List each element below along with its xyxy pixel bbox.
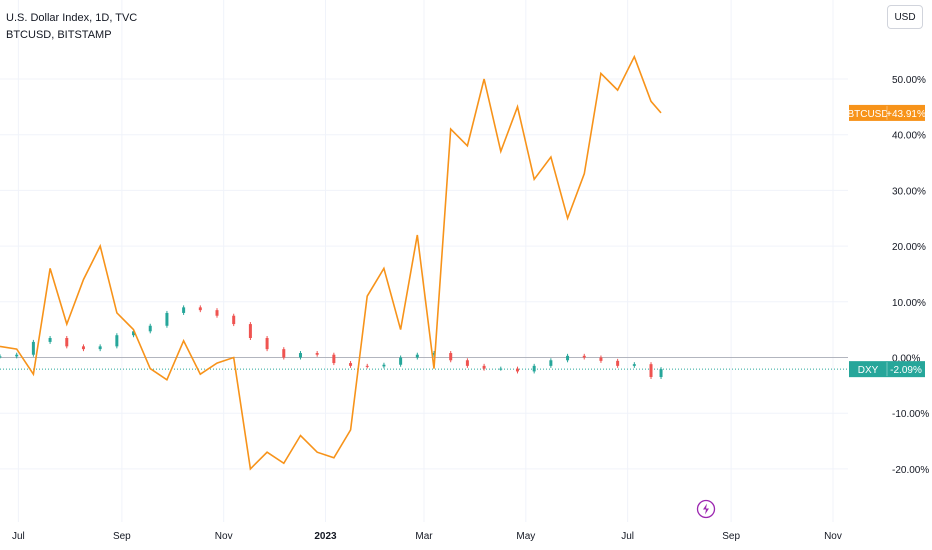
dxy-candle-body — [465, 360, 469, 366]
y-tick-label: -10.00% — [892, 409, 929, 420]
badge-value-bg — [887, 104, 925, 121]
dxy-candle-body — [165, 312, 169, 326]
dxy-candle-body — [148, 325, 152, 332]
dxy-candle-body — [399, 357, 403, 365]
x-tick-label: Jul — [621, 531, 634, 542]
dxy-candle-body — [482, 365, 486, 369]
badge-symbol: BTCUSD — [847, 109, 888, 120]
dxy-candle-body — [515, 368, 519, 372]
legend-compare-symbol[interactable]: BTCUSD, BITSTAMP — [6, 29, 112, 41]
y-tick-label: 0.00% — [892, 354, 920, 365]
badge-symbol: DXY — [858, 365, 879, 376]
x-tick-label: Nov — [824, 531, 842, 542]
dxy-candle-body — [432, 353, 436, 355]
y-tick-label: 50.00% — [892, 75, 926, 86]
dxy-candle-body — [0, 356, 2, 358]
dxy-candle-body — [549, 360, 553, 366]
dxy-candle-body — [349, 363, 353, 366]
x-tick-label: Nov — [215, 531, 233, 542]
dxy-candle-body — [332, 354, 336, 364]
dxy-candle-body — [98, 346, 102, 350]
x-tick-label: Mar — [415, 531, 433, 542]
legend-main-symbol[interactable]: U.S. Dollar Index, 1D, TVC — [6, 12, 138, 24]
dxy-candle-body — [582, 355, 586, 358]
x-tick-label: May — [516, 531, 535, 542]
y-tick-label: -20.00% — [892, 465, 929, 476]
dxy-candle-body — [265, 338, 269, 350]
chart-legend: U.S. Dollar Index, 1D, TVC BTCUSD, BITST… — [6, 10, 137, 44]
dxy-candle-body — [599, 357, 603, 361]
dxy-candle-body — [532, 365, 536, 372]
currency-button[interactable]: USD — [887, 5, 923, 29]
dxy-candle-body — [659, 369, 663, 377]
dxy-candle-body — [566, 355, 570, 361]
badge-value: -2.09% — [890, 365, 922, 376]
badge-value-bg — [887, 361, 925, 378]
dxy-candle-body — [65, 338, 69, 347]
dxy-candle-body — [15, 354, 19, 357]
badge-symbol-bg — [849, 361, 887, 378]
dxy-candle-body — [499, 368, 503, 370]
dxy-candle-body — [449, 353, 453, 361]
x-tick-label: Sep — [722, 531, 740, 542]
x-tick-label: 2023 — [314, 531, 337, 542]
dxy-candle-body — [298, 353, 302, 358]
x-axis: Jul Sep Nov 2023 Mar May Jul Sep Nov — [12, 531, 842, 542]
grid-lines — [0, 0, 848, 522]
dxy-candle-body — [382, 364, 386, 367]
dxy-candle-body — [232, 315, 236, 325]
x-tick-label: Sep — [113, 531, 131, 542]
y-tick-label: 10.00% — [892, 298, 926, 309]
dxy-candle-body — [31, 341, 35, 355]
y-tick-label: 40.00% — [892, 131, 926, 142]
dxy-series — [0, 305, 663, 379]
dxy-candle-body — [198, 307, 202, 311]
dxy-candle-body — [616, 360, 620, 366]
dxy-candle-body — [282, 349, 286, 358]
badge-symbol-bg — [849, 104, 887, 121]
y-tick-label: 30.00% — [892, 186, 926, 197]
btc-series-line — [0, 54, 662, 471]
badge-value: +43.91% — [886, 109, 926, 120]
dxy-candle-body — [248, 324, 252, 339]
dxy-candle-body — [182, 307, 186, 313]
dxy-candle-body — [81, 346, 85, 350]
last-value-badges: BTCUSD+43.91% DXY -2.09% — [847, 104, 926, 378]
dxy-candle-body — [215, 310, 219, 316]
dxy-candle-body — [115, 335, 119, 347]
dxy-candle-body — [632, 364, 636, 366]
x-tick-label: Jul — [12, 531, 25, 542]
dxy-candle-body — [132, 331, 136, 336]
dxy-candle-body — [365, 365, 369, 367]
y-axis: 50.00% 40.00% 30.00% 20.00% 10.00% 0.00% -10.0… — [892, 75, 929, 476]
y-tick-label: 20.00% — [892, 242, 926, 253]
dxy-candle-body — [649, 364, 653, 377]
dxy-candle-body — [48, 338, 52, 342]
dxy-candle-body — [315, 353, 319, 355]
dxy-candle-body — [415, 354, 419, 358]
lightning-bolt-icon[interactable] — [696, 499, 716, 519]
